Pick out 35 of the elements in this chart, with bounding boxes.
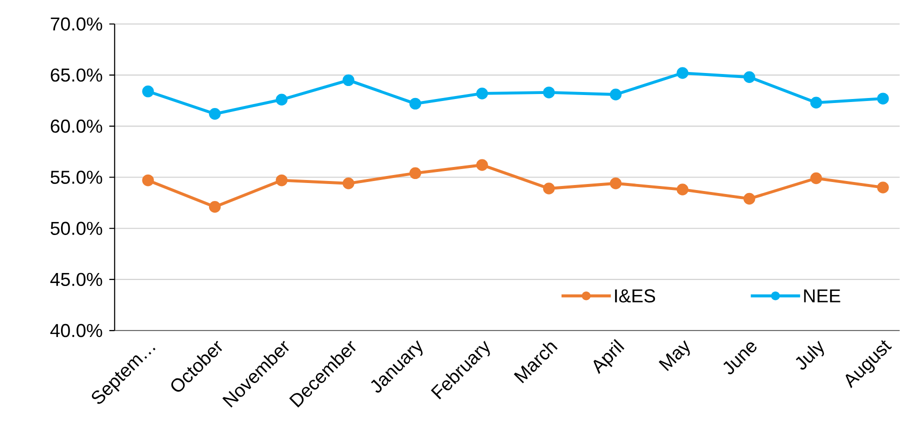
point (877, 92, 889, 105)
y-tick-label: 45.0% (50, 272, 102, 286)
y-tick-label: 55.0% (50, 170, 102, 184)
point (142, 174, 154, 186)
point (543, 86, 555, 98)
y-tick-label: 40.0% (50, 324, 102, 338)
point (276, 94, 288, 106)
point (810, 172, 822, 184)
point (743, 71, 756, 84)
point (208, 201, 221, 213)
point (610, 178, 622, 190)
point (208, 108, 221, 120)
point (877, 182, 889, 194)
y-tick-label: 70.0% (50, 17, 102, 31)
point (743, 192, 756, 205)
x-tick-label: July (796, 340, 824, 370)
point (676, 184, 688, 196)
legend-label: I&ES (615, 289, 656, 303)
point (476, 159, 488, 171)
point (543, 182, 555, 194)
point (676, 67, 688, 79)
point (810, 96, 822, 109)
point (476, 88, 488, 100)
point (342, 178, 354, 190)
point (276, 174, 288, 186)
y-tick-label: 60.0% (50, 120, 102, 133)
x-tick-label: May (658, 340, 690, 372)
point (342, 74, 354, 86)
legend-label: NEE (804, 290, 840, 302)
point (610, 88, 622, 100)
point (142, 86, 154, 98)
y-tick-label: 50.0% (50, 222, 102, 236)
point (409, 167, 422, 180)
y-tick-label: 65.0% (50, 68, 102, 82)
point (409, 98, 422, 110)
